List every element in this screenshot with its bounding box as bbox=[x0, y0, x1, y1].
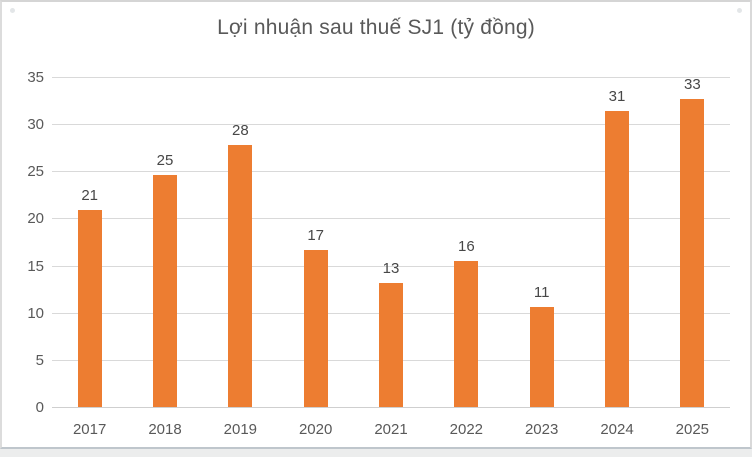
x-tick-label: 2020 bbox=[298, 421, 333, 438]
bar-2017[interactable] bbox=[77, 209, 102, 407]
x-tick-label: 2025 bbox=[675, 421, 710, 438]
data-label: 16 bbox=[457, 237, 475, 255]
data-label: 21 bbox=[81, 186, 98, 204]
y-tick-label: 20 bbox=[27, 210, 44, 228]
chart-title[interactable]: Lợi nhuận sau thuế SJ1 (tỷ đồng) bbox=[217, 16, 535, 39]
x-axis-line bbox=[52, 407, 730, 408]
y-tick-label: 5 bbox=[35, 351, 44, 369]
x-tick-label: 2017 bbox=[72, 421, 107, 438]
y-tick-label: 0 bbox=[35, 399, 44, 416]
bar-2022[interactable] bbox=[454, 260, 479, 407]
plot-area bbox=[52, 77, 730, 408]
data-label: 33 bbox=[683, 75, 701, 93]
data-label: 11 bbox=[533, 284, 550, 302]
bar-2020[interactable] bbox=[303, 249, 328, 407]
y-tick-label: 15 bbox=[27, 257, 44, 275]
gridline bbox=[52, 265, 730, 267]
x-tick-label: 2022 bbox=[449, 421, 484, 438]
gridline bbox=[52, 218, 730, 220]
bar-2021[interactable] bbox=[379, 282, 403, 407]
x-tick-label: 2018 bbox=[148, 421, 182, 438]
gridline bbox=[52, 171, 730, 173]
x-tick-label: 2021 bbox=[374, 421, 408, 438]
bar-2024[interactable] bbox=[605, 110, 629, 407]
gridline bbox=[52, 124, 730, 126]
data-label: 25 bbox=[156, 152, 174, 170]
bar-2019[interactable] bbox=[228, 144, 253, 407]
y-tick-label: 30 bbox=[27, 116, 44, 134]
worksheet-edge bbox=[0, 449, 752, 457]
data-label: 28 bbox=[231, 121, 249, 139]
data-label: 31 bbox=[608, 87, 626, 105]
selection-handle-icon bbox=[737, 8, 742, 13]
selection-handle-icon bbox=[10, 8, 15, 13]
x-tick-label: 2019 bbox=[223, 421, 258, 438]
y-tick-label: 25 bbox=[27, 163, 44, 181]
x-tick-label: 2024 bbox=[600, 421, 634, 438]
y-tick-label: 35 bbox=[27, 69, 44, 86]
bar-2025[interactable] bbox=[680, 98, 705, 407]
gridline bbox=[52, 77, 730, 78]
bar-2018[interactable] bbox=[153, 175, 177, 407]
data-label: 13 bbox=[382, 259, 400, 277]
bar-2023[interactable] bbox=[529, 307, 554, 407]
x-tick-label: 2023 bbox=[524, 421, 559, 438]
data-label: 17 bbox=[307, 226, 324, 244]
y-tick-label: 10 bbox=[27, 304, 44, 322]
